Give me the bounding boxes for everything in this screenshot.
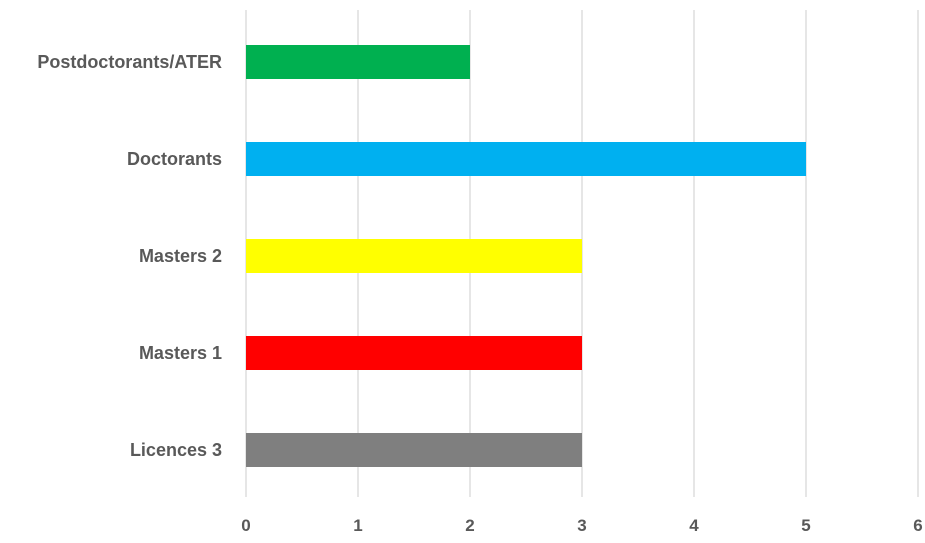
x-tick-label: 5	[801, 516, 810, 535]
bar-doctorants	[246, 142, 806, 176]
x-tick-label: 4	[689, 516, 699, 535]
x-tick-label: 1	[353, 516, 362, 535]
category-label: Postdoctorants/ATER	[37, 52, 222, 72]
bar-licences-3	[246, 433, 582, 467]
x-tick-labels: 0 1 2 3 4 5 6	[241, 516, 922, 535]
x-tick-label: 3	[577, 516, 586, 535]
category-label: Licences 3	[130, 440, 222, 460]
bar-masters-1	[246, 336, 582, 370]
category-label: Doctorants	[127, 149, 222, 169]
x-tick-label: 0	[241, 516, 250, 535]
bar-postdoctorants-ater	[246, 45, 470, 79]
bars	[246, 45, 806, 467]
bar-masters-2	[246, 239, 582, 273]
x-tick-label: 6	[913, 516, 922, 535]
category-label: Masters 2	[139, 246, 222, 266]
category-label: Masters 1	[139, 343, 222, 363]
x-tick-label: 2	[465, 516, 474, 535]
category-labels: Postdoctorants/ATER Doctorants Masters 2 Ma…	[37, 52, 222, 460]
